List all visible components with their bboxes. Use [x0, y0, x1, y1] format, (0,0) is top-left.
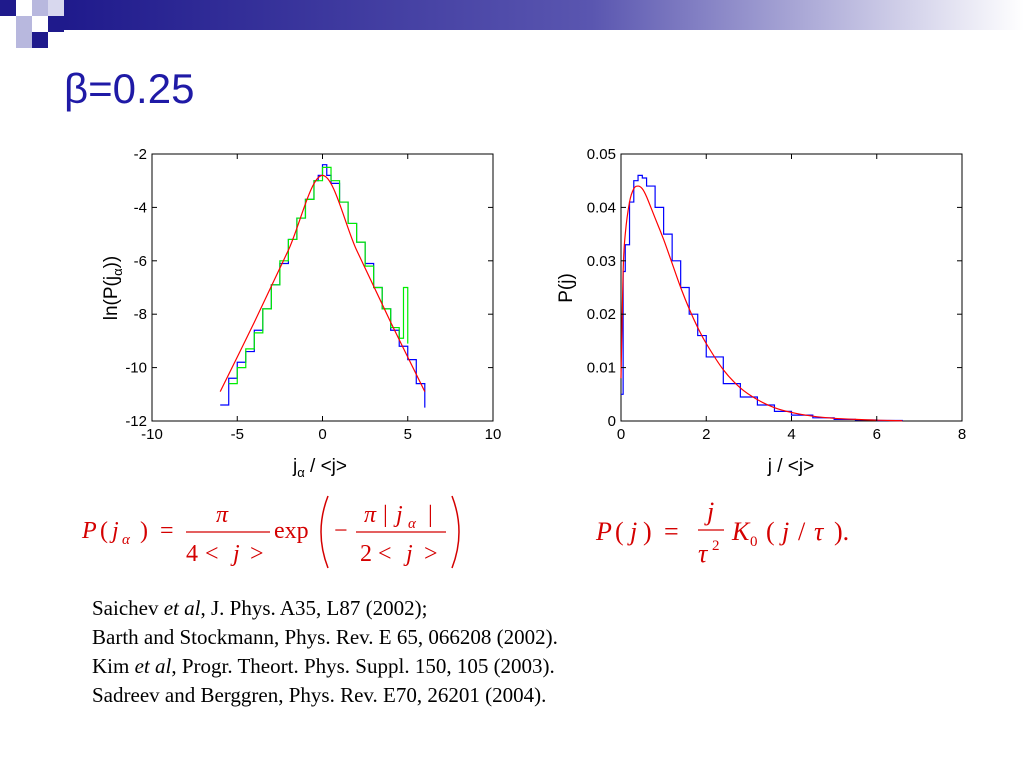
x-tick-label: -5 — [231, 426, 244, 443]
plot-frame-left — [151, 153, 494, 422]
chart-probability-distribution: 0 2 4 6 8 0 0.01 0.02 0.03 0.04 0.05 j / <j> P(j) — [548, 140, 978, 490]
x-tick-label: 0 — [318, 426, 326, 443]
series-red-1 — [620, 185, 903, 422]
series-blue-1 — [621, 174, 903, 422]
y-axis-label-left: ln(P(jα)) — [101, 256, 125, 321]
deco-square-3 — [32, 0, 48, 16]
formula-left-equals: = — [160, 518, 174, 544]
x-tick-label: 5 — [404, 426, 412, 443]
deco-square-5 — [32, 32, 48, 48]
formula-right-j-num: j — [704, 497, 714, 526]
y-tick-label: 0.03 — [587, 253, 616, 270]
y-tick-label: 0 — [608, 413, 616, 430]
slide-title: β=0.25 — [64, 65, 195, 112]
x-tick-label: 4 — [787, 426, 795, 443]
y-tick-label: -10 — [125, 360, 147, 377]
formula-left-four: 4 — [186, 541, 198, 567]
formula-right-tau-2: τ — [814, 517, 825, 546]
chart-left-svg: -10 -5 0 5 10-2-4-6-8-10-12 jα / <j> ln(P(jα… — [101, 146, 502, 480]
formula-left-j: j — [109, 518, 119, 544]
formula-right-K: K — [731, 517, 751, 546]
x-tick-label: 2 — [702, 426, 710, 443]
y-axis-label-right: P(j) — [556, 273, 577, 303]
x-tick-label: 6 — [873, 426, 881, 443]
formula-left-P: P — [81, 518, 97, 544]
reference-1: Saichev et al, J. Phys. A35, L87 (2002); — [92, 596, 428, 620]
y-tick-label: -12 — [125, 413, 147, 430]
formula-right-j: j — [627, 517, 637, 546]
formula-right-P: P — [595, 517, 612, 546]
y-tick-label: 0.04 — [587, 199, 616, 216]
formula-right-equals: = — [664, 517, 679, 546]
formula-left-alpha: α — [122, 532, 131, 548]
formula-left-j-den: j — [230, 541, 240, 567]
formula-left-j-3: j — [403, 541, 413, 567]
formula-right-sq: 2 — [712, 538, 720, 554]
deco-square-6 — [16, 32, 32, 48]
formula-left-bar-2: | — [428, 502, 433, 528]
formula-left-lt: < — [205, 541, 219, 567]
header-decoration — [0, 0, 1024, 48]
formula-left-minus: − — [334, 518, 348, 544]
formula-right-tau: τ — [698, 539, 709, 568]
formula-left-gt-2: > — [424, 541, 438, 567]
formula-left: P ( j α ) = π 4 < j > exp − π | j α | 2 … — [81, 495, 460, 569]
formula-right-end: ). — [834, 517, 849, 546]
x-tick-label: 8 — [958, 426, 966, 443]
x-tick-label: -10 — [141, 426, 163, 443]
y-tick-label: -2 — [134, 146, 147, 163]
formula-left-exp: exp — [274, 518, 309, 544]
formula-right-j-2: j — [779, 517, 789, 546]
y-tick-label: 0.01 — [587, 360, 616, 377]
svg-text:(: ( — [615, 517, 624, 546]
svg-text:): ) — [643, 517, 652, 546]
formula-left-pi-2: π — [364, 502, 377, 528]
formula-left-pi-num: π — [216, 502, 229, 528]
x-axis-label-left: jα / <j> — [292, 456, 347, 480]
y-tick-label: -4 — [134, 199, 147, 216]
series-green-0 — [228, 166, 409, 385]
deco-square-7 — [48, 0, 64, 16]
formula-left-lparen: ( — [100, 518, 108, 544]
svg-text:(: ( — [766, 517, 775, 546]
reference-3: Kim et al, Progr. Theort. Phys. Suppl. 1… — [92, 654, 555, 678]
formula-left-alpha-2: α — [408, 516, 417, 532]
x-tick-label: 10 — [485, 426, 502, 443]
formula-left-lt-2: < — [378, 541, 392, 567]
reference-4: Sadreev and Berggren, Phys. Rev. E70, 26… — [92, 683, 547, 707]
plot-frame-right — [620, 153, 963, 422]
y-tick-label: -8 — [134, 306, 147, 323]
chart-right-svg: 0 2 4 6 8 0 0.01 0.02 0.03 0.04 0.05 j / <j> P(j) — [556, 146, 966, 477]
x-tick-label: 0 — [617, 426, 625, 443]
y-tick-label: -6 — [134, 253, 147, 270]
x-axis-label-right: j / <j> — [767, 456, 814, 477]
formula-left-rparen: ) — [140, 518, 148, 544]
formula-left-j-2: j — [393, 502, 403, 528]
series-red-0 — [219, 174, 426, 392]
formula-left-bar-1: | — [383, 502, 388, 528]
chart-log-distribution: -10 -5 0 5 10 -2 -4 -6 -8 -10 -12 jα / <j> ln(P(jα… — [95, 140, 515, 490]
deco-square-4 — [48, 16, 64, 32]
references: Saichev et al, J. Phys. A35, L87 (2002);… — [92, 594, 558, 710]
deco-square-1 — [0, 0, 16, 16]
deco-square-2 — [16, 16, 32, 32]
y-tick-label: 0.05 — [587, 146, 616, 163]
formula-left-gt: > — [250, 541, 264, 567]
formula-right-zero: 0 — [750, 534, 758, 550]
reference-2: Barth and Stockmann, Phys. Rev. E 65, 06… — [92, 625, 558, 649]
header-bar — [64, 0, 1024, 30]
formula-left-two: 2 — [360, 541, 372, 567]
formula-right: P ( j ) = j τ 2 K 0 ( j / τ ). — [595, 497, 849, 568]
formula-right-slash: / — [798, 517, 806, 546]
y-tick-label: 0.02 — [587, 306, 616, 323]
